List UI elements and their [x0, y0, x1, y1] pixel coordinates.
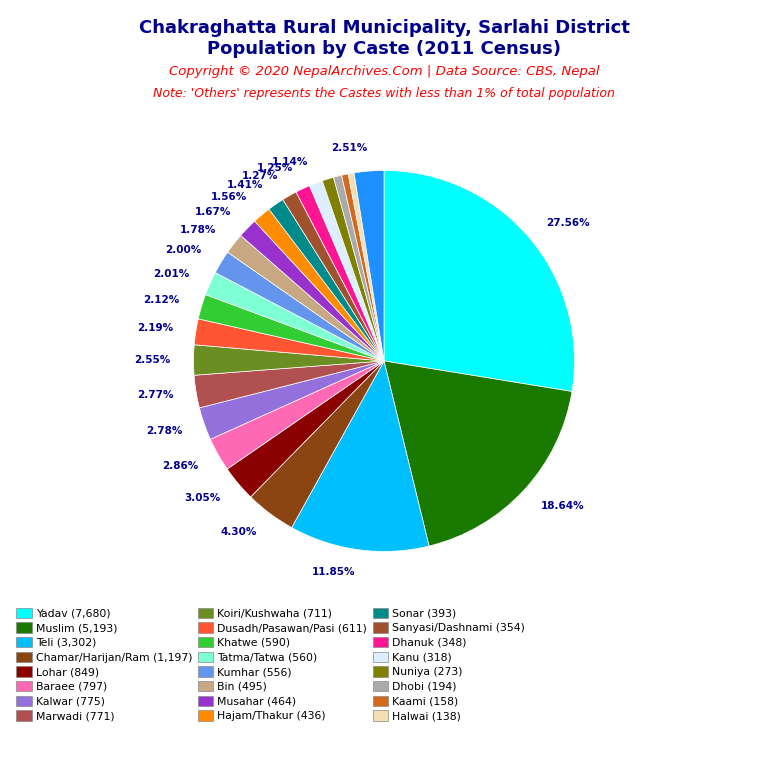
Wedge shape: [283, 192, 384, 361]
Text: 1.41%: 1.41%: [227, 180, 263, 190]
Text: 1.78%: 1.78%: [180, 224, 216, 234]
Wedge shape: [255, 209, 384, 361]
Text: 2.86%: 2.86%: [162, 461, 198, 471]
Text: 4.30%: 4.30%: [220, 527, 257, 537]
Wedge shape: [198, 295, 384, 361]
Wedge shape: [348, 173, 384, 361]
Polygon shape: [207, 410, 217, 444]
Text: Copyright © 2020 NepalArchives.Com | Data Source: CBS, Nepal: Copyright © 2020 NepalArchives.Com | Dat…: [169, 65, 599, 78]
Wedge shape: [384, 361, 572, 546]
Wedge shape: [269, 200, 384, 361]
Wedge shape: [206, 273, 384, 361]
Polygon shape: [295, 496, 427, 525]
Wedge shape: [354, 170, 384, 361]
Text: 2.77%: 2.77%: [137, 390, 174, 400]
Wedge shape: [323, 177, 384, 361]
Text: Note: 'Others' represents the Castes with less than 1% of total population: Note: 'Others' represents the Castes wit…: [153, 87, 615, 100]
Wedge shape: [194, 319, 384, 361]
Wedge shape: [333, 175, 384, 361]
Wedge shape: [210, 361, 384, 469]
Wedge shape: [292, 361, 429, 551]
Wedge shape: [215, 252, 384, 361]
Wedge shape: [227, 236, 384, 361]
Polygon shape: [233, 455, 256, 485]
Wedge shape: [240, 221, 384, 361]
Text: 3.05%: 3.05%: [184, 493, 220, 503]
Legend: Yadav (7,680), Muslim (5,193), Teli (3,302), Chamar/Harijan/Ram (1,197), Lohar (: Yadav (7,680), Muslim (5,193), Teli (3,3…: [13, 604, 528, 724]
Wedge shape: [200, 361, 384, 439]
Text: 27.56%: 27.56%: [547, 218, 590, 228]
Text: 1.14%: 1.14%: [271, 157, 308, 167]
Text: 2.78%: 2.78%: [146, 426, 183, 436]
Text: Chakraghatta Rural Municipality, Sarlahi District: Chakraghatta Rural Municipality, Sarlahi…: [138, 19, 630, 37]
Wedge shape: [194, 345, 384, 376]
Polygon shape: [427, 399, 564, 521]
Polygon shape: [217, 433, 233, 465]
Wedge shape: [296, 186, 384, 361]
Text: 2.01%: 2.01%: [153, 269, 189, 279]
Text: 2.19%: 2.19%: [137, 323, 174, 333]
Wedge shape: [227, 361, 384, 497]
Text: 11.85%: 11.85%: [312, 568, 356, 578]
Text: 2.00%: 2.00%: [165, 245, 201, 256]
Text: 1.67%: 1.67%: [195, 207, 231, 217]
Text: 18.64%: 18.64%: [541, 501, 584, 511]
Polygon shape: [201, 386, 207, 421]
Text: 2.51%: 2.51%: [331, 144, 367, 154]
Text: Population by Caste (2011 Census): Population by Caste (2011 Census): [207, 40, 561, 58]
Polygon shape: [384, 239, 567, 409]
Wedge shape: [342, 174, 384, 361]
Text: 1.25%: 1.25%: [257, 163, 293, 173]
Wedge shape: [194, 361, 384, 408]
Text: 2.12%: 2.12%: [144, 295, 180, 305]
Polygon shape: [256, 475, 295, 508]
Wedge shape: [250, 361, 384, 528]
Text: 2.55%: 2.55%: [134, 355, 170, 365]
Wedge shape: [384, 170, 574, 392]
Text: 1.56%: 1.56%: [210, 193, 247, 203]
Text: 1.27%: 1.27%: [242, 170, 278, 180]
Wedge shape: [310, 180, 384, 361]
